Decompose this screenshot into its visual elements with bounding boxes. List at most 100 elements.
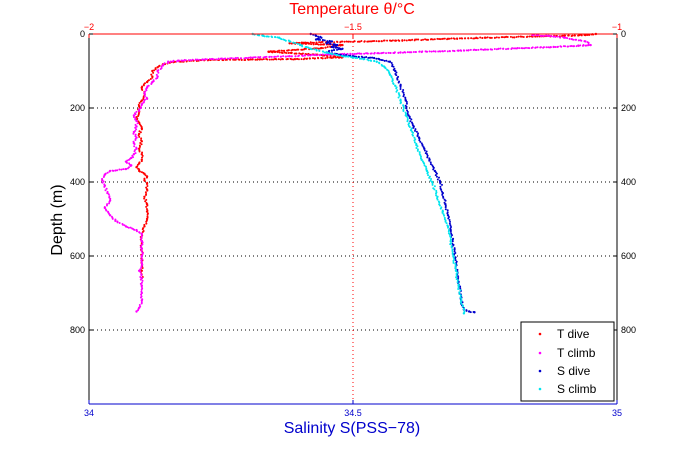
point (473, 48, 476, 51)
legend-label-s-dive: S dive (557, 364, 591, 378)
point (139, 246, 142, 249)
point (145, 198, 148, 201)
point (413, 39, 416, 42)
point (387, 51, 390, 54)
point (577, 39, 580, 42)
point (457, 49, 460, 52)
point (321, 39, 324, 42)
point (378, 52, 381, 55)
point (587, 43, 590, 46)
point (432, 50, 435, 53)
point (321, 43, 324, 46)
point (365, 55, 368, 58)
point (317, 37, 320, 40)
point (265, 55, 268, 58)
point (426, 154, 429, 157)
point (282, 49, 285, 52)
point (448, 222, 451, 225)
point (142, 98, 145, 101)
point (294, 49, 297, 52)
point (300, 44, 303, 47)
point (129, 226, 132, 229)
point (552, 35, 555, 38)
point (586, 34, 589, 37)
point (307, 54, 310, 57)
point (121, 222, 124, 225)
point (534, 35, 537, 38)
point (301, 52, 304, 55)
point (220, 57, 223, 60)
legend-label-t-dive: T dive (557, 327, 590, 341)
point (414, 138, 417, 141)
point (411, 38, 414, 41)
point (531, 33, 534, 37)
point (134, 135, 137, 138)
point (280, 55, 283, 58)
point (276, 55, 279, 58)
point (349, 56, 352, 59)
point (353, 53, 356, 56)
point (463, 310, 466, 313)
point (132, 132, 135, 135)
point (525, 36, 528, 39)
point (323, 51, 326, 54)
point (137, 134, 140, 137)
point (545, 34, 548, 37)
point (105, 187, 108, 190)
point (416, 148, 419, 151)
point (330, 52, 333, 55)
point (523, 47, 526, 50)
point (324, 57, 327, 60)
point (459, 289, 462, 292)
point (456, 271, 459, 274)
point (246, 58, 249, 61)
point (286, 49, 289, 52)
point (550, 35, 553, 38)
point (433, 38, 436, 41)
point (131, 154, 134, 157)
point (321, 53, 324, 56)
point (270, 35, 273, 38)
point (146, 184, 149, 187)
point (317, 43, 320, 46)
point (408, 122, 411, 125)
point (311, 41, 314, 44)
point (413, 136, 416, 139)
point (140, 301, 143, 304)
point (134, 152, 137, 155)
point (227, 57, 230, 60)
point (315, 41, 318, 44)
point (140, 140, 143, 143)
point (449, 238, 452, 241)
point (151, 69, 154, 73)
point (493, 48, 496, 51)
point (570, 34, 573, 37)
point (224, 57, 227, 60)
point (454, 264, 457, 267)
point (143, 197, 146, 200)
point (205, 58, 208, 61)
point (386, 68, 389, 71)
point (144, 174, 147, 177)
point (455, 276, 458, 279)
point (318, 49, 321, 52)
point (357, 55, 360, 58)
point (491, 48, 494, 51)
point (448, 50, 451, 53)
point (413, 141, 416, 144)
point (448, 218, 451, 221)
point (211, 57, 214, 60)
point (253, 56, 256, 59)
point (103, 205, 106, 208)
point (288, 55, 291, 58)
point (152, 79, 155, 82)
point (467, 37, 470, 40)
point (145, 186, 148, 189)
point (334, 45, 337, 48)
point (134, 129, 137, 132)
point (108, 202, 111, 205)
point (104, 189, 107, 192)
point (247, 56, 250, 59)
point (405, 107, 408, 110)
point (574, 38, 577, 41)
